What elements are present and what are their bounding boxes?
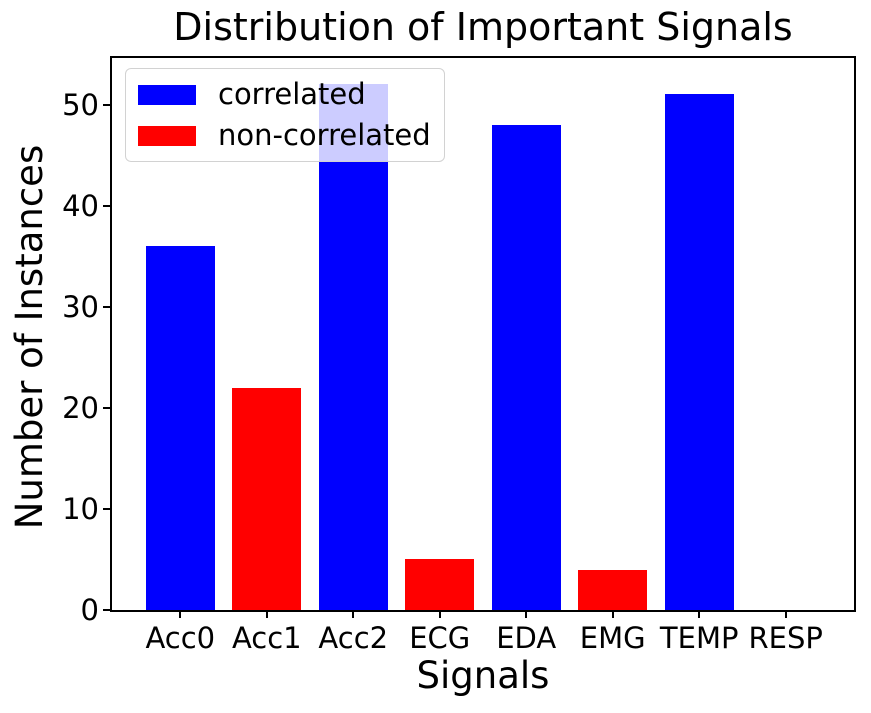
- legend-swatch-correlated: [138, 84, 196, 105]
- legend-swatch-non-correlated: [138, 125, 196, 146]
- x-tick-mark-TEMP: [698, 610, 701, 618]
- x-tick-label-EDA: EDA: [496, 621, 557, 655]
- x-tick-label-Acc1: Acc1: [231, 621, 302, 655]
- chart-title: Distribution of Important Signals: [173, 5, 793, 49]
- y-tick-mark-20: [103, 406, 110, 409]
- legend-row-non-correlated: non-correlated: [138, 118, 432, 153]
- x-tick-mark-Acc2: [352, 610, 355, 618]
- bar-Acc1: [232, 387, 302, 610]
- x-tick-mark-ECG: [438, 610, 441, 618]
- x-tick-label-TEMP: TEMP: [659, 621, 739, 655]
- y-tick-mark-10: [103, 507, 110, 510]
- x-tick-label-RESP: RESP: [748, 621, 823, 655]
- y-tick-mark-40: [103, 204, 110, 207]
- y-tick-label-40: 40: [62, 188, 99, 223]
- x-tick-label-EMG: EMG: [579, 621, 646, 655]
- x-tick-mark-EMG: [611, 610, 614, 618]
- legend-label-non-correlated: non-correlated: [218, 118, 431, 152]
- y-tick-label-10: 10: [62, 491, 99, 526]
- y-tick-mark-0: [103, 609, 110, 611]
- bar-EMG: [578, 569, 648, 610]
- x-tick-mark-Acc1: [265, 610, 268, 618]
- y-tick-label-30: 30: [62, 289, 99, 324]
- x-tick-label-Acc0: Acc0: [145, 621, 216, 655]
- bar-EDA: [491, 124, 561, 610]
- y-tick-label-0: 0: [80, 593, 99, 627]
- y-tick-mark-50: [103, 103, 110, 106]
- legend: correlated non-correlated: [125, 68, 445, 162]
- y-tick-label-20: 20: [62, 390, 99, 425]
- bar-Acc0: [145, 246, 215, 610]
- x-axis-label: Signals: [416, 654, 550, 697]
- plot-area: [110, 56, 856, 612]
- legend-label-correlated: correlated: [218, 77, 366, 111]
- bar-TEMP: [664, 94, 734, 610]
- y-tick-label-50: 50: [62, 87, 99, 122]
- legend-row-correlated: correlated: [138, 77, 432, 112]
- x-tick-mark-Acc0: [179, 610, 182, 618]
- x-tick-label-Acc2: Acc2: [318, 621, 389, 655]
- x-tick-label-ECG: ECG: [409, 621, 471, 655]
- y-axis-label: Number of Instances: [8, 144, 51, 530]
- bar-Acc2: [318, 84, 388, 610]
- x-tick-mark-RESP: [784, 610, 787, 618]
- x-tick-mark-EDA: [525, 610, 528, 618]
- y-tick-mark-30: [103, 305, 110, 308]
- bar-ECG: [405, 559, 475, 610]
